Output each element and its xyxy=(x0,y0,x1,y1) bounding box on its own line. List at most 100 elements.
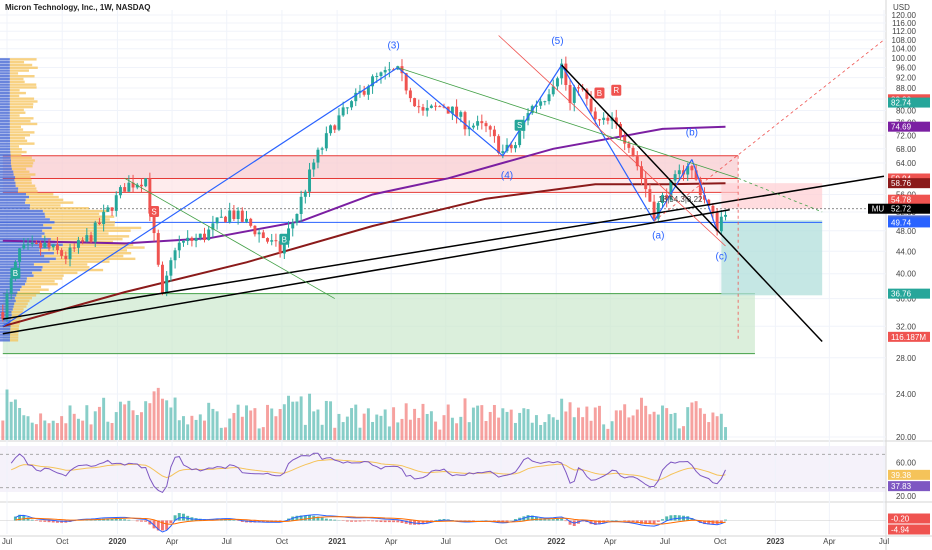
flag-1 xyxy=(514,119,525,131)
vp-bar-down xyxy=(9,105,34,109)
candle-body xyxy=(707,199,711,206)
macd-hist-bar xyxy=(438,519,442,521)
macd-hist-bar xyxy=(635,520,639,523)
candle-body xyxy=(488,126,492,130)
volume-bar xyxy=(337,413,341,440)
volume-bar xyxy=(51,420,55,440)
volume-bar xyxy=(13,399,17,440)
vp-bar-up xyxy=(0,190,18,193)
macd-hist-bar xyxy=(114,518,118,521)
volume-bar xyxy=(224,427,227,440)
vp-bar-up xyxy=(0,268,42,272)
volume-bar xyxy=(396,422,400,440)
macd-hist-bar xyxy=(589,520,593,525)
volume-bar xyxy=(597,405,601,440)
candle-body xyxy=(425,107,429,111)
price-tag-5: 54.78 xyxy=(891,196,912,205)
vp-bar-down xyxy=(10,142,35,145)
candle-body xyxy=(345,107,349,109)
vp-bar-up xyxy=(0,75,10,78)
candle-body xyxy=(635,156,639,167)
candle-body xyxy=(665,195,669,200)
volume-bar xyxy=(602,424,606,440)
macd-tag-0: -0.20 xyxy=(891,515,910,524)
candle-body xyxy=(366,86,370,95)
macd-hist-bar xyxy=(396,520,400,523)
macd-hist-bar xyxy=(152,520,156,529)
macd-hist-bar xyxy=(43,520,47,522)
vp-bar-up xyxy=(0,77,10,81)
volume-bar xyxy=(539,424,543,440)
macd-hist-bar xyxy=(375,520,379,522)
vp-bar-up xyxy=(0,125,10,128)
candle-body xyxy=(656,203,660,219)
price-tick-label-21: 36.00 xyxy=(896,295,917,304)
macd-hist-bar xyxy=(501,520,505,523)
wave-label-4: (a) xyxy=(652,230,664,241)
macd-hist-bar xyxy=(686,516,690,521)
vp-bar-down xyxy=(11,310,23,314)
wave-label-0: (3) xyxy=(387,41,399,52)
volume-profile xyxy=(0,58,145,342)
volume-bar xyxy=(375,414,379,440)
vp-bar-up xyxy=(0,131,10,134)
volume-bar xyxy=(34,424,38,440)
volume-bar xyxy=(560,398,564,440)
candle-body xyxy=(673,174,677,181)
time-tick-label-14: 2023 xyxy=(766,537,784,546)
short-risk-zone xyxy=(721,183,823,209)
macd-hist-bar xyxy=(560,518,564,521)
volume-bar xyxy=(438,429,442,440)
volume-bar xyxy=(568,402,572,440)
vp-bar-down xyxy=(15,181,32,185)
vp-bar-up xyxy=(0,72,10,75)
volume-bar xyxy=(169,407,173,440)
volume-bar xyxy=(60,416,64,440)
volume-bar xyxy=(715,416,719,440)
macd-tag-1-bg xyxy=(888,524,930,535)
vp-bar-down xyxy=(17,291,40,294)
volume-bar xyxy=(240,416,244,440)
price-tag-2: 74.69 xyxy=(891,123,912,132)
vp-bar-down xyxy=(10,139,28,143)
candle-body xyxy=(572,87,576,103)
rsi-tag-1-bg xyxy=(888,481,930,492)
flag-4 xyxy=(10,267,21,279)
vp-bar-up xyxy=(0,100,10,103)
rsi-pane xyxy=(0,452,886,494)
time-tick-label-2: 2020 xyxy=(109,537,127,546)
candle-body xyxy=(661,195,664,204)
price-tick-label-24: 24.00 xyxy=(896,390,917,399)
price-tag-1-bg xyxy=(888,97,930,108)
volume-bar xyxy=(698,408,702,440)
candle-body xyxy=(5,293,9,320)
volume-bar xyxy=(400,418,404,440)
trend-line-2 xyxy=(561,64,823,343)
candle-body xyxy=(459,112,463,117)
candle-body xyxy=(123,187,127,192)
macd-hist-bar xyxy=(640,520,643,524)
vp-bar-up xyxy=(0,235,42,238)
volume-bar xyxy=(417,417,421,440)
candle-body xyxy=(144,178,148,187)
vp-bar-up xyxy=(0,170,14,173)
time-tick-label-4: Jul xyxy=(222,537,232,546)
price-tag-6-symbol-bg xyxy=(868,203,888,214)
vp-bar-down xyxy=(26,280,55,283)
vp-bar-down xyxy=(12,308,24,311)
macd-hist-bar xyxy=(711,520,715,525)
volume-bar xyxy=(358,427,362,440)
vp-bar-down xyxy=(33,263,88,266)
macd-hist-bar xyxy=(161,520,164,531)
price-tag-9: 36.76 xyxy=(891,290,912,299)
volume-bar xyxy=(614,410,618,440)
vp-bar-down xyxy=(10,153,22,157)
macd-hist-bar xyxy=(656,520,660,522)
vp-bar-down xyxy=(9,119,31,123)
candle-body xyxy=(18,248,22,263)
volume-bar xyxy=(526,409,530,440)
currency-label: USD xyxy=(893,3,910,12)
vp-bar-down xyxy=(62,243,134,246)
macd-hist-bar xyxy=(354,520,358,522)
candle-body xyxy=(585,89,589,99)
